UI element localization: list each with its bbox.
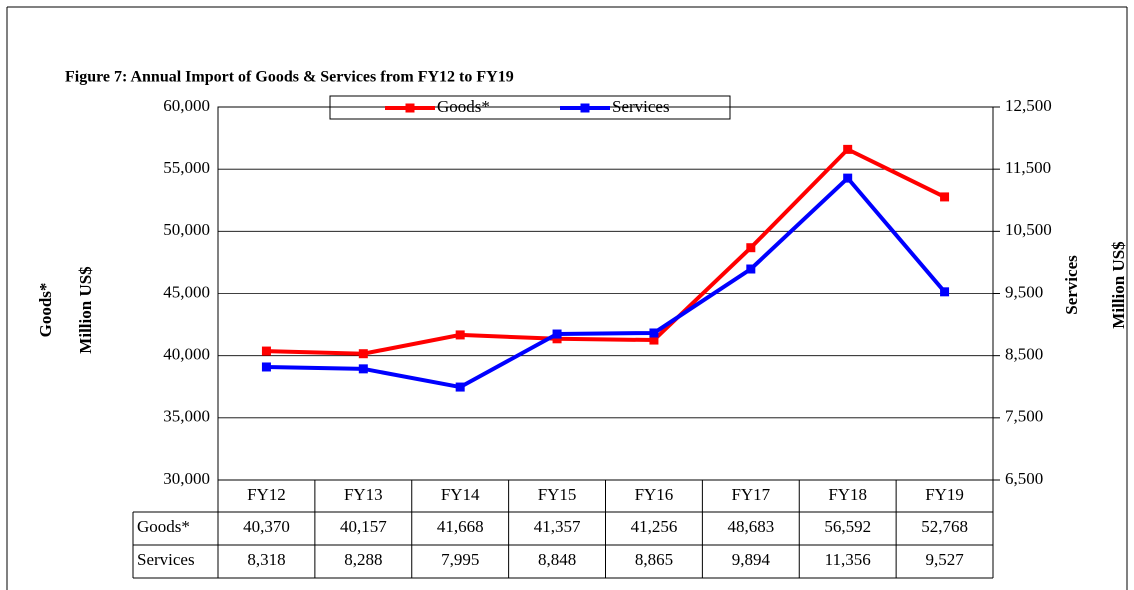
table-value: 40,157 bbox=[340, 517, 387, 536]
marker bbox=[746, 264, 756, 274]
marker bbox=[843, 173, 853, 183]
marker bbox=[455, 330, 465, 340]
table-value: 8,848 bbox=[538, 550, 576, 569]
series-line bbox=[266, 146, 946, 356]
y-axis-label: Goods* bbox=[36, 283, 55, 338]
table-value: 56,592 bbox=[824, 517, 871, 536]
y2-tick-label: 12,500 bbox=[1005, 96, 1052, 115]
table-value: 9,894 bbox=[732, 550, 771, 569]
y2-tick-label: 10,500 bbox=[1005, 220, 1052, 239]
series-line bbox=[266, 175, 947, 390]
table-value: 48,683 bbox=[727, 517, 774, 536]
table-row-label: Services bbox=[137, 550, 195, 569]
y2-axis-label: Services bbox=[1062, 255, 1081, 315]
legend-marker bbox=[580, 103, 590, 113]
x-tick-label: FY19 bbox=[925, 485, 964, 504]
marker bbox=[261, 346, 271, 356]
x-tick-label: FY12 bbox=[247, 485, 286, 504]
table-row-label: Goods* bbox=[137, 517, 190, 536]
marker bbox=[455, 382, 465, 392]
marker bbox=[940, 192, 950, 202]
chart-title: Figure 7: Annual Import of Goods & Servi… bbox=[65, 69, 514, 86]
marker bbox=[358, 364, 368, 374]
y2-tick-label: 11,500 bbox=[1005, 158, 1051, 177]
marker bbox=[649, 335, 659, 345]
marker bbox=[746, 243, 756, 253]
table-value: 41,256 bbox=[631, 517, 678, 536]
marker bbox=[843, 144, 853, 154]
y-tick-label: 55,000 bbox=[163, 158, 210, 177]
y2-tick-label: 7,500 bbox=[1005, 407, 1043, 426]
y-tick-label: 45,000 bbox=[163, 282, 210, 301]
marker bbox=[552, 334, 562, 344]
table-value: 52,768 bbox=[921, 517, 968, 536]
x-tick-label: FY16 bbox=[635, 485, 674, 504]
y-tick-label: 35,000 bbox=[163, 407, 210, 426]
y2-tick-label: 9,500 bbox=[1005, 282, 1043, 301]
marker bbox=[261, 362, 271, 372]
x-tick-label: FY14 bbox=[441, 485, 480, 504]
table-value: 9,527 bbox=[925, 550, 964, 569]
x-tick-label: FY18 bbox=[828, 485, 867, 504]
table-value: 41,668 bbox=[437, 517, 484, 536]
marker bbox=[358, 349, 368, 359]
y2-tick-label: 8,500 bbox=[1005, 345, 1043, 364]
x-tick-label: FY15 bbox=[538, 485, 577, 504]
y-tick-label: 30,000 bbox=[163, 469, 210, 488]
table-value: 40,370 bbox=[243, 517, 290, 536]
legend-label: Goods* bbox=[437, 97, 490, 116]
x-tick-label: FY17 bbox=[731, 485, 770, 504]
legend-label: Services bbox=[612, 97, 670, 116]
y-tick-label: 50,000 bbox=[163, 220, 210, 239]
y-tick-label: 40,000 bbox=[163, 345, 210, 364]
marker bbox=[552, 329, 562, 339]
table-value: 41,357 bbox=[534, 517, 581, 536]
table-value: 8,318 bbox=[247, 550, 285, 569]
marker bbox=[940, 287, 950, 297]
y2-axis-label: Million US$ bbox=[1109, 241, 1128, 329]
legend-marker bbox=[405, 103, 415, 113]
table-value: 8,288 bbox=[344, 550, 382, 569]
marker bbox=[649, 328, 659, 338]
y-axis-label: Million US$ bbox=[76, 266, 95, 354]
table-value: 7,995 bbox=[441, 550, 479, 569]
y2-tick-label: 6,500 bbox=[1005, 469, 1043, 488]
x-tick-label: FY13 bbox=[344, 485, 383, 504]
table-value: 11,356 bbox=[825, 550, 871, 569]
y-tick-label: 60,000 bbox=[163, 96, 210, 115]
table-value: 8,865 bbox=[635, 550, 673, 569]
